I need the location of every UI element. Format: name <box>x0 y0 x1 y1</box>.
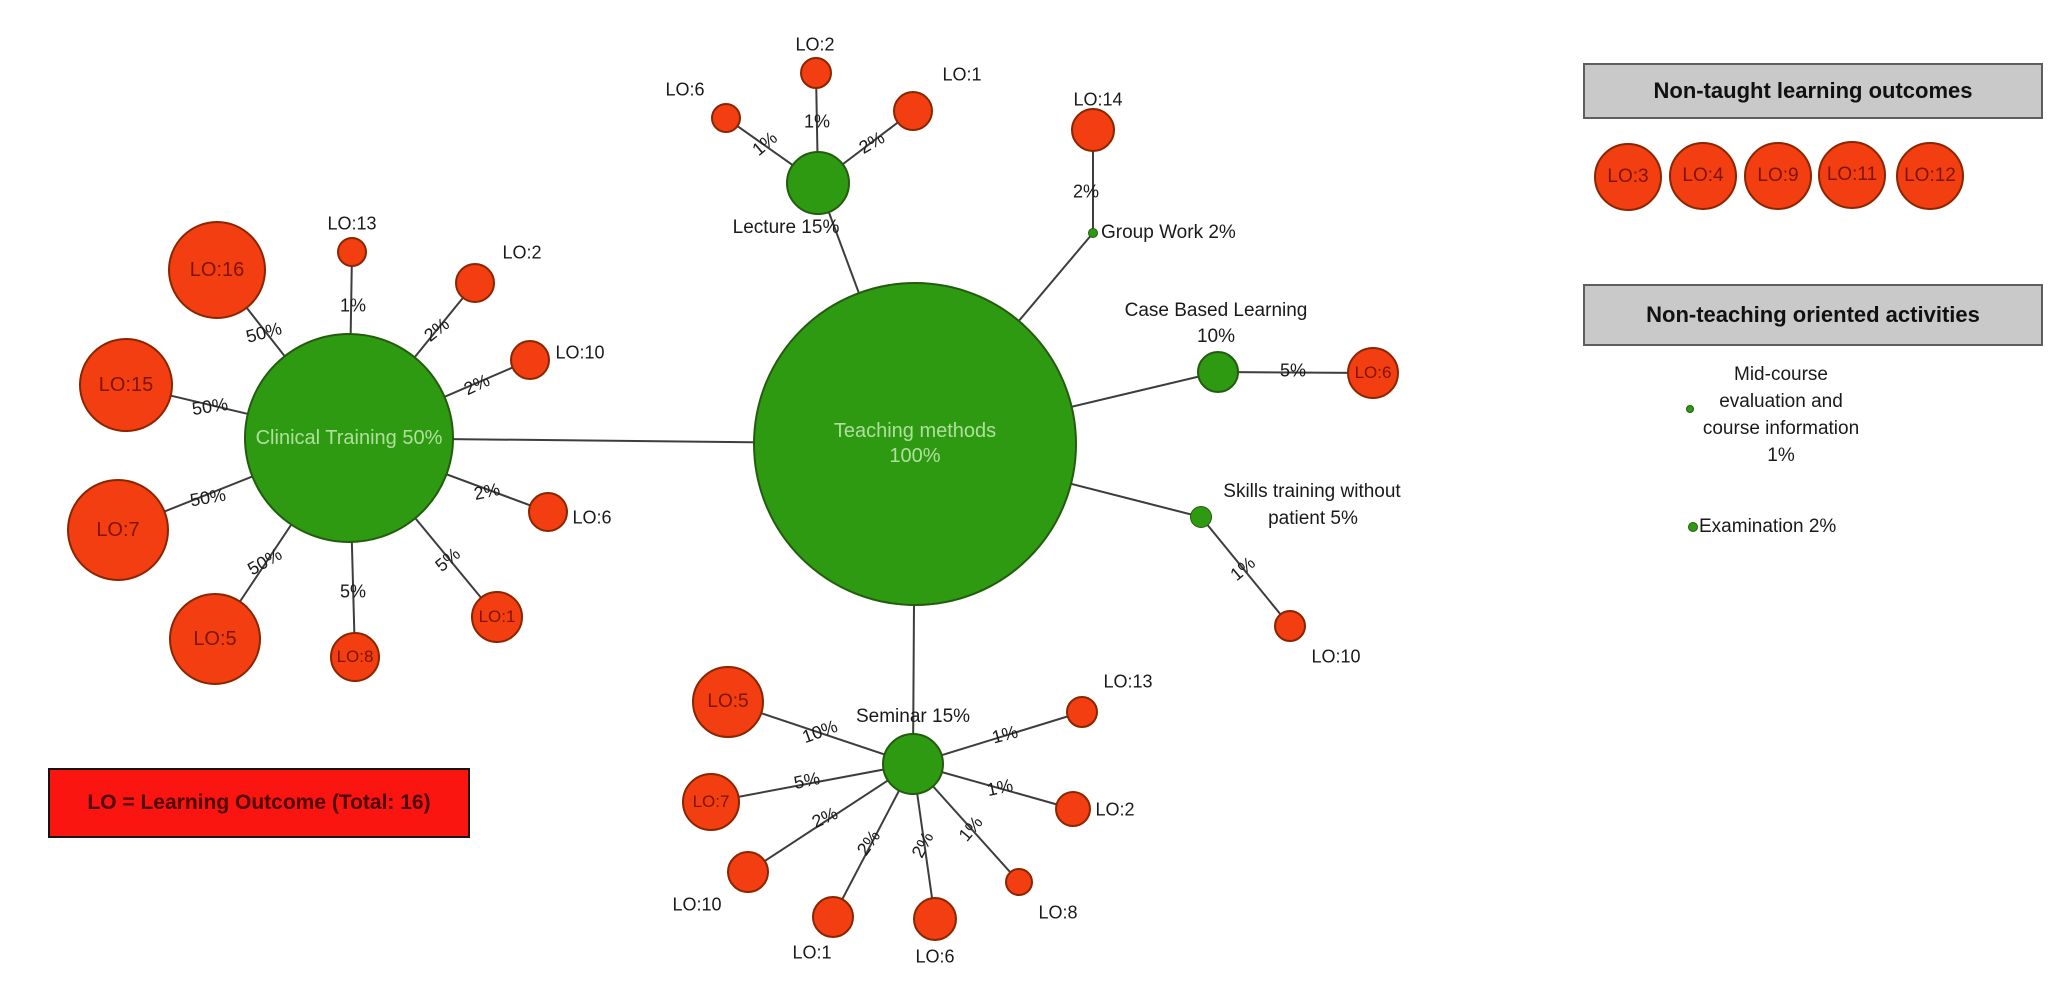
edge-seminar-lo10 <box>747 763 914 873</box>
examination-label: Examination 2% <box>1699 516 1837 537</box>
legend-non-taught-title: Non-taught learning outcomes <box>1653 78 1973 103</box>
label-clinical-lo10: LO:10 <box>555 342 605 363</box>
clinical-lo16-label: LO:16 <box>189 259 245 281</box>
legend-non-teaching-box: Non-teaching oriented activities <box>1583 284 2043 346</box>
label-lecture-lo6: LO:6 <box>665 79 705 100</box>
node-clinical-lo8: LO:8 <box>330 632 380 682</box>
label-clinical-lo13: LO:13 <box>327 213 377 234</box>
cbl-lo6-label: LO:6 <box>1354 362 1392 382</box>
label-cbl-line1: Case Based Learning <box>1124 300 1308 321</box>
node-clinical-lo6 <box>528 492 568 532</box>
node-seminar-lo7: LO:7 <box>682 773 740 831</box>
node-lecture-lo1 <box>893 91 933 131</box>
label-seminar-lo2: LO:2 <box>1095 799 1135 820</box>
node-clinical-lo10 <box>510 340 550 380</box>
label-seminar-lo10: LO:10 <box>672 894 722 915</box>
label-seminar-lo8: LO:8 <box>1038 902 1078 923</box>
node-seminar-lo5: LO:5 <box>692 666 764 738</box>
legend-lo3-label: LO:3 <box>1607 165 1649 187</box>
label-group-work: Group Work 2% <box>1101 222 1236 243</box>
clinical-lo7-label: LO:7 <box>96 519 140 541</box>
mid-course-line1: Mid-course <box>1734 364 1828 385</box>
clinical-training-label: Clinical Training 50% <box>255 426 443 449</box>
legend-lo11-label: LO:11 <box>1826 163 1878 185</box>
pct-lecture-lo2: 1% <box>803 111 831 132</box>
label-seminar-lo6: LO:6 <box>915 946 955 967</box>
lo-note-box: LO = Learning Outcome (Total: 16) <box>48 768 470 838</box>
legend-lo9-label: LO:9 <box>1757 164 1799 186</box>
legend-lo4-label: LO:4 <box>1682 164 1724 186</box>
legend-lo12-label: LO:12 <box>1904 164 1956 186</box>
node-seminar-lo2 <box>1055 791 1091 827</box>
pct-clinical-lo13: 1% <box>339 295 367 316</box>
node-lecture-lo6 <box>711 103 741 133</box>
clinical-lo8-label: LO:8 <box>336 646 374 666</box>
label-skills-line2: patient 5% <box>1268 508 1358 529</box>
pct-clinical-lo8: 5% <box>339 581 367 602</box>
label-seminar-lo13: LO:13 <box>1103 671 1153 692</box>
node-seminar-lo10 <box>727 851 769 893</box>
node-clinical-lo15: LO:15 <box>79 338 173 432</box>
edge-skills-lo10 <box>1200 516 1291 627</box>
clinical-lo5-label: LO:5 <box>193 628 237 650</box>
clinical-lo15-label: LO:15 <box>98 374 154 396</box>
label-seminar: Seminar 15% <box>855 706 971 727</box>
node-groupwork-lo14 <box>1071 108 1115 152</box>
node-clinical-lo2 <box>455 263 495 303</box>
node-seminar-lo13 <box>1066 696 1098 728</box>
mid-course-line2: evaluation and <box>1719 391 1843 412</box>
legend-lo3: LO:3 <box>1594 143 1662 211</box>
legend-lo12: LO:12 <box>1896 142 1964 210</box>
node-seminar-lo8 <box>1005 868 1033 896</box>
node-group-work <box>1088 228 1098 238</box>
legend-non-teaching-title: Non-teaching oriented activities <box>1646 302 1980 327</box>
pct-cbl-lo6: 5% <box>1279 360 1307 381</box>
label-groupwork-lo14: LO:14 <box>1073 89 1123 110</box>
legend-lo11: LO:11 <box>1818 141 1886 209</box>
node-lecture <box>786 151 850 215</box>
clinical-lo1-label: LO:1 <box>478 606 516 626</box>
node-teaching-methods: Teaching methods 100% <box>753 282 1077 606</box>
examination-dot <box>1688 522 1698 532</box>
label-lecture-lo1: LO:1 <box>942 64 982 85</box>
label-clinical-lo6: LO:6 <box>572 507 612 528</box>
mid-course-text: Mid-course evaluation and course informa… <box>1703 361 1859 469</box>
label-skills-lo10: LO:10 <box>1311 646 1361 667</box>
legend-non-taught-box: Non-taught learning outcomes <box>1583 63 2043 119</box>
node-clinical-lo1: LO:1 <box>471 591 523 643</box>
node-skills-lo10 <box>1274 610 1306 642</box>
label-seminar-lo1: LO:1 <box>792 942 832 963</box>
node-clinical-lo7: LO:7 <box>67 479 169 581</box>
node-cbl-lo6: LO:6 <box>1347 347 1399 399</box>
node-lecture-lo2 <box>800 57 832 89</box>
teaching-methods-name: Teaching methods <box>833 420 997 442</box>
label-skills-line1: Skills training without <box>1223 481 1401 502</box>
mid-course-line4: 1% <box>1767 445 1795 466</box>
node-clinical-lo16: LO:16 <box>168 221 266 319</box>
legend-lo4: LO:4 <box>1669 142 1737 210</box>
label-clinical-lo2: LO:2 <box>502 242 542 263</box>
node-clinical-lo5: LO:5 <box>169 593 261 685</box>
mid-course-line3: course information <box>1702 418 1860 439</box>
label-lecture-lo2: LO:2 <box>795 34 835 55</box>
lo-note-text: LO = Learning Outcome (Total: 16) <box>87 791 431 814</box>
legend-lo9: LO:9 <box>1744 142 1812 210</box>
node-clinical-lo13 <box>337 237 367 267</box>
node-seminar-lo1 <box>812 896 854 938</box>
node-clinical-training: Clinical Training 50% <box>244 333 454 543</box>
node-seminar-lo6 <box>913 897 957 941</box>
teaching-methods-pct: 100% <box>889 445 941 467</box>
pct-groupwork-lo14: 2% <box>1072 181 1100 202</box>
node-skills-training <box>1190 506 1212 528</box>
label-lecture: Lecture 15% <box>732 217 840 238</box>
label-cbl-line2: 10% <box>1196 326 1236 347</box>
seminar-lo5-label: LO:5 <box>707 690 749 712</box>
seminar-lo7-label: LO:7 <box>692 791 730 811</box>
edge-seminar-lo7 <box>710 763 914 803</box>
node-case-based-learning <box>1197 351 1239 393</box>
node-seminar <box>882 733 944 795</box>
mid-course-dot <box>1686 405 1694 413</box>
